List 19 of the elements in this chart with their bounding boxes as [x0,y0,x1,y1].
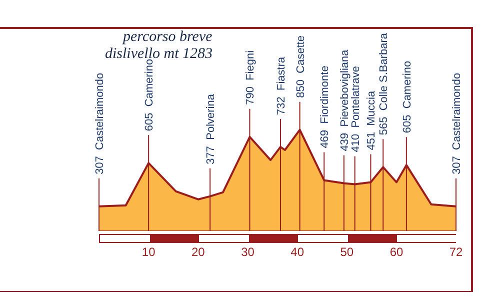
x-tick-label: 40 [290,245,304,260]
x-tick-label: 10 [142,245,156,260]
chart-title: percorso breve [121,29,212,46]
x-tick-label: 30 [241,245,255,260]
annotation: 850 Casette [294,35,307,98]
annotation: 410 Pontelatrave [350,66,362,152]
annotation: 605 Camerino [401,60,414,134]
annotation: 605 Camerino [144,58,156,132]
annotation: 307 Castelraimondo [451,72,463,174]
annotation: 732 Fiastra [275,56,288,115]
annotation: 565 Colle S.Barbara [378,32,390,136]
annotation: 307 Castelraimondo [94,72,106,174]
annotation: 439 Pievebovigliana [338,48,351,152]
x-tick-label: 72 [449,245,463,260]
x-tick-label: 50 [340,245,354,260]
annotation: 790 Fiegni [244,50,257,105]
annotation: 469 Fiordimonte [319,66,332,148]
x-tick-label: 20 [191,245,206,260]
x-tick-label: 60 [390,245,404,260]
